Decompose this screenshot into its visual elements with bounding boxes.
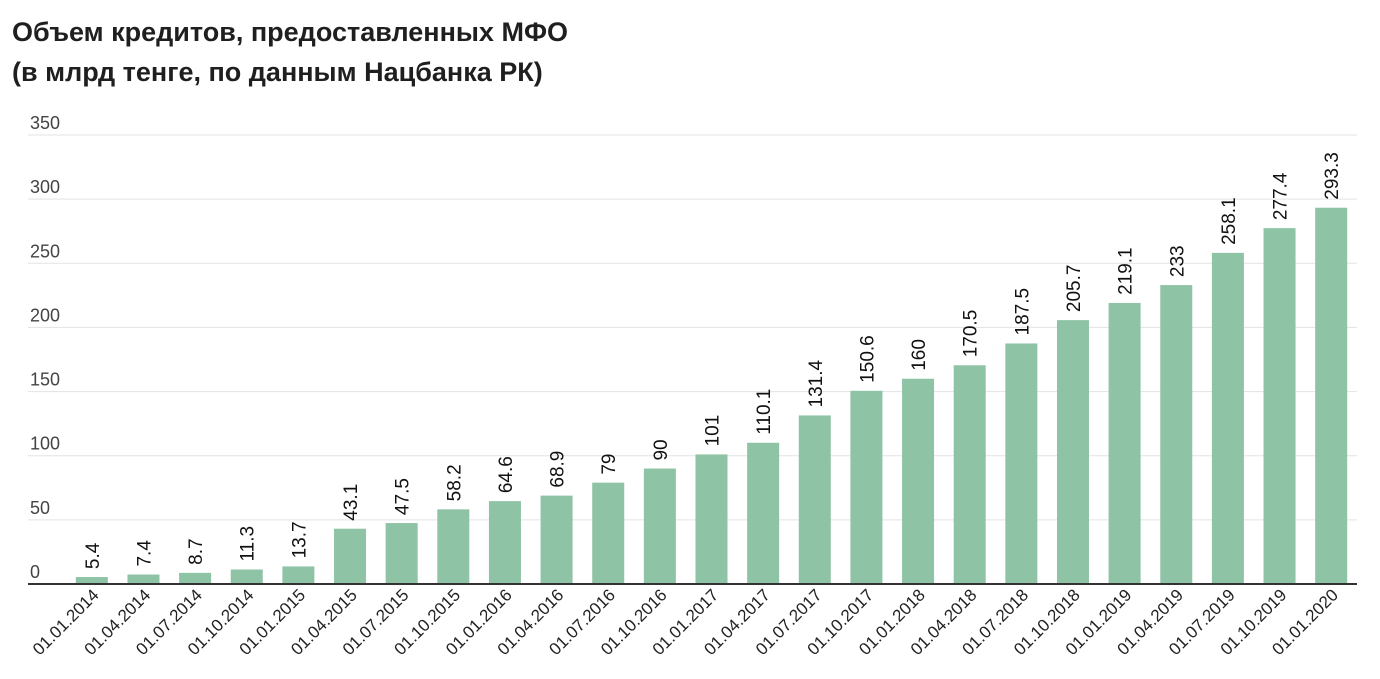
bar (282, 566, 315, 584)
bar (230, 569, 263, 584)
bar (953, 365, 986, 584)
bar (850, 390, 883, 584)
data-label: 187.5 (1012, 288, 1033, 336)
data-label: 205.7 (1064, 265, 1085, 313)
data-label: 110.1 (754, 389, 775, 435)
data-label: 233 (1167, 245, 1188, 277)
bars (75, 207, 1348, 584)
data-label: 150.6 (857, 335, 878, 383)
data-label: 101 (703, 415, 724, 447)
data-label: 47.5 (393, 478, 414, 515)
data-label: 7.4 (134, 540, 155, 567)
data-label: 5.4 (83, 542, 104, 569)
bar (747, 442, 780, 584)
bar (488, 501, 521, 584)
data-label: 219.1 (1116, 247, 1137, 295)
bar (385, 523, 418, 584)
y-tick-label: 0 (30, 562, 40, 582)
data-label: 160 (909, 339, 930, 371)
y-tick-label: 200 (30, 305, 60, 325)
bar (643, 468, 676, 584)
bar (1211, 252, 1244, 584)
y-tick-label: 350 (30, 113, 60, 133)
bar (1005, 343, 1038, 584)
bar (902, 378, 935, 584)
chart-title-block: Объем кредитов, предоставленных МФО (в м… (12, 12, 568, 92)
data-label: 131.4 (806, 359, 827, 407)
data-label: 11.3 (238, 526, 259, 562)
bar (592, 482, 625, 584)
bar (127, 574, 160, 584)
chart-title: Объем кредитов, предоставленных МФО (12, 17, 568, 47)
y-tick-label: 250 (30, 241, 60, 261)
data-label: 64.6 (496, 456, 517, 493)
bar (540, 495, 573, 584)
bar (437, 509, 470, 584)
x-axis-ticks: 01.01.201401.04.201401.07.201401.10.2014… (29, 585, 1342, 659)
data-label: 258.1 (1219, 197, 1240, 245)
y-tick-label: 50 (30, 498, 50, 518)
y-tick-label: 150 (30, 370, 60, 390)
data-label: 68.9 (548, 451, 569, 488)
data-label: 293.3 (1322, 152, 1343, 200)
gridlines (28, 134, 1357, 521)
y-tick-label: 300 (30, 177, 60, 197)
bar (1108, 302, 1141, 584)
y-axis-ticks: 0 50 100 150 200 250 300 350 (30, 113, 60, 582)
data-label: 170.5 (961, 310, 982, 358)
bar (334, 528, 367, 584)
data-labels: 5.4 7.4 8.7 11.3 13.7 43.1 47.5 58.2 64.6 68.9 79 9… (83, 152, 1343, 569)
data-label: 8.7 (186, 538, 207, 564)
data-label: 90 (651, 439, 672, 460)
bar (798, 415, 831, 584)
bar (179, 572, 212, 584)
bar (1263, 228, 1296, 584)
data-label: 13.7 (289, 521, 310, 558)
data-label: 43.1 (341, 484, 362, 521)
bar (75, 577, 108, 584)
data-label: 79 (599, 454, 620, 475)
chart-subtitle: (в млрд тенге, по данным Нацбанка РК) (12, 57, 543, 87)
bar (695, 454, 728, 584)
data-label: 277.4 (1271, 172, 1292, 220)
data-label: 58.2 (444, 464, 465, 501)
bar (1160, 285, 1193, 584)
y-tick-label: 100 (30, 434, 60, 454)
bar (1056, 320, 1089, 584)
bar (1315, 207, 1348, 584)
